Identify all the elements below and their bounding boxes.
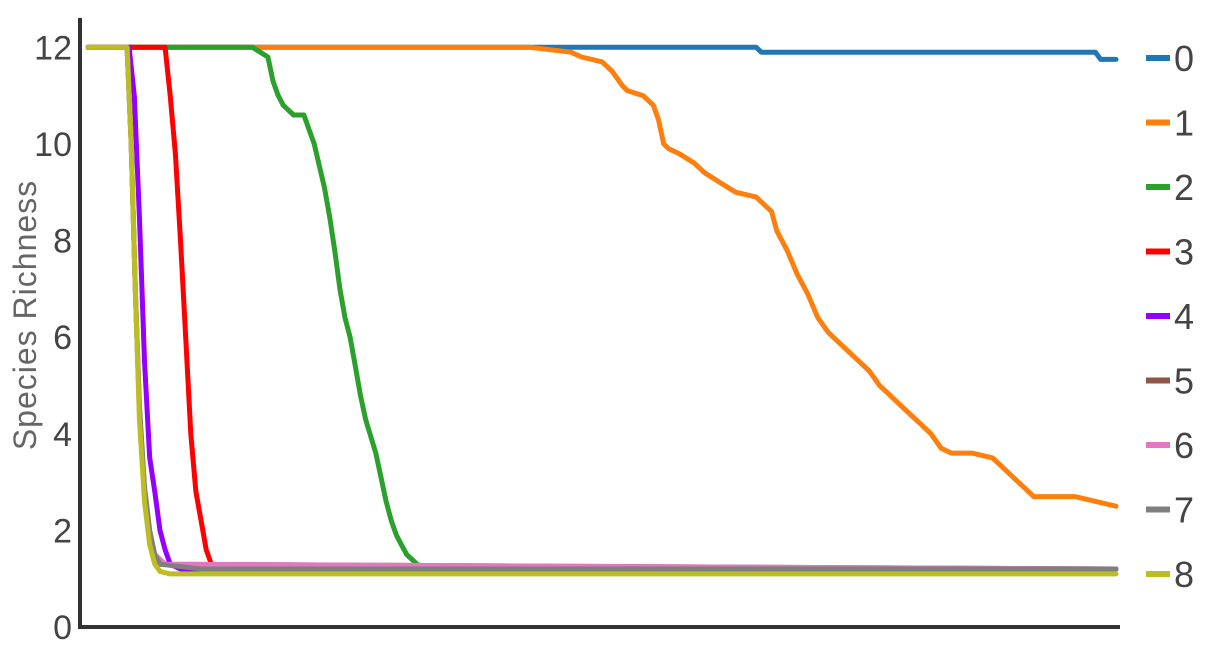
- legend-label-5: 5: [1174, 361, 1194, 402]
- series-line-6: [85, 44, 1119, 572]
- series-line-7: [85, 44, 1119, 572]
- legend-label-0: 0: [1174, 38, 1194, 79]
- y-tick-labels: 0 2 4 6 8 10 12: [34, 29, 72, 647]
- series-line-8: [85, 44, 1119, 577]
- y-tick-label: 2: [53, 512, 72, 550]
- legend-label-4: 4: [1174, 296, 1194, 337]
- legend-label-7: 7: [1174, 490, 1194, 531]
- y-tick-label: 6: [53, 319, 72, 357]
- series-line-1: [85, 44, 1119, 509]
- y-tick-label: 0: [53, 609, 72, 647]
- y-tick-label: 10: [34, 126, 72, 164]
- y-tick-label: 4: [53, 416, 72, 454]
- legend-label-3: 3: [1174, 232, 1194, 273]
- y-tick-label: 8: [53, 223, 72, 261]
- y-tick-label: 12: [34, 29, 72, 67]
- legend: 0 1 2 3 4 5 6 7 8: [1146, 38, 1194, 595]
- legend-label-2: 2: [1174, 167, 1194, 208]
- series-line-3: [85, 44, 1119, 572]
- series-layer: [85, 44, 1119, 577]
- series-line-5: [85, 44, 1119, 572]
- series-line-4: [85, 44, 1119, 572]
- legend-label-8: 8: [1174, 554, 1194, 595]
- series-line-2: [85, 44, 440, 572]
- legend-label-6: 6: [1174, 425, 1194, 466]
- legend-label-1: 1: [1174, 103, 1194, 144]
- y-axis-label: Species Richness: [7, 180, 43, 450]
